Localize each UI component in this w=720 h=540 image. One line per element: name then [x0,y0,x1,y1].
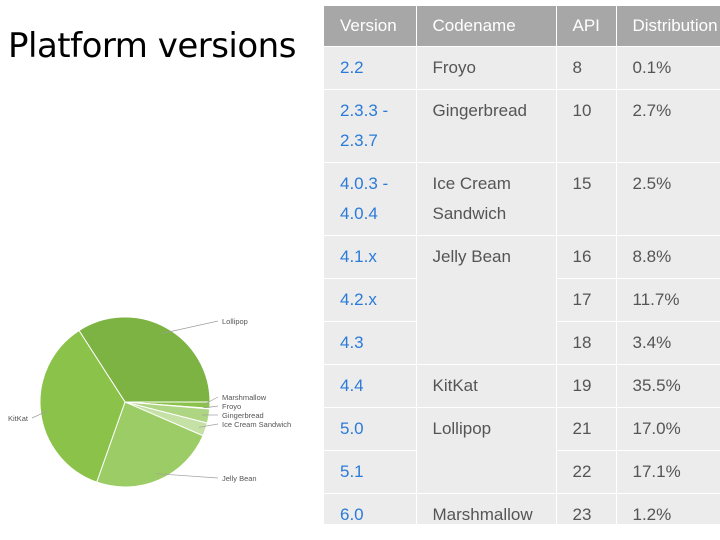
slide-title: Platform versions [8,26,296,66]
codename-cell: Lollipop [416,407,557,494]
distribution-cell: 1.2% [616,493,720,524]
distribution-cell: 0.1% [616,46,720,90]
table-row: 6.0 Marshmallow 23 1.2% [324,493,720,524]
version-cell: 5.0 [324,407,417,451]
pie-label: Ice Cream Sandwich [222,420,291,429]
leader-line [202,405,219,409]
api-cell: 16 [556,235,617,279]
leader-line [198,423,219,428]
pie-label: Gingerbread [222,411,264,420]
api-cell: 15 [556,162,617,236]
version-cell: 4.3 [324,321,417,365]
codename-cell: Marshmallow [416,493,557,524]
pie-label: KitKat [8,414,29,423]
version-cell: 5.1 [324,450,417,494]
codename-cell: KitKat [416,364,557,408]
api-cell: 17 [556,278,617,322]
version-cell: 2.3.3 - 2.3.7 [324,89,417,163]
header-api: API [556,6,617,47]
table-row: 2.2 Froyo 8 0.1% [324,46,720,90]
api-cell: 10 [556,89,617,163]
version-cell: 2.2 [324,46,417,90]
api-cell: 22 [556,450,617,494]
distribution-cell: 8.8% [616,235,720,279]
version-cell: 4.1.x [324,235,417,279]
pie-label: Marshmallow [222,393,267,402]
table-row: 4.4 KitKat 19 35.5% [324,364,720,408]
distribution-cell: 3.4% [616,321,720,365]
distribution-cell: 17.1% [616,450,720,494]
api-cell: 18 [556,321,617,365]
versions-table: Version Codename API Distribution 2.2 Fr… [324,6,720,524]
table-row: 5.0 Lollipop 21 17.0% [324,407,720,494]
distribution-cell: 11.7% [616,278,720,322]
api-cell: 23 [556,493,617,524]
pie-slice-kitkat [39,329,126,483]
version-cell: 4.0.3 - 4.0.4 [324,162,417,236]
distribution-cell: 35.5% [616,364,720,408]
table-header-row: Version Codename API Distribution [324,6,720,47]
pie-label: Froyo [222,402,241,411]
leader-line [31,410,48,419]
versions-table-container: Version Codename API Distribution 2.2 Fr… [324,6,720,524]
table-row: 4.0.3 - 4.0.4 Ice Cream Sandwich 15 2.5% [324,162,720,236]
table-row: 4.2.x 17 11.7% [324,278,720,322]
leader-line [202,396,219,406]
table-row: 4.3 18 3.4% [324,321,720,365]
leader-line [162,320,219,334]
pie-label: Lollipop [222,317,248,326]
table-row: 2.3.3 - 2.3.7 Gingerbread 10 2.7% [324,89,720,163]
version-cell: 6.0 [324,493,417,524]
api-cell: 19 [556,364,617,408]
header-version: Version [324,6,417,47]
table-row: 5.1 22 17.1% [324,450,720,494]
codename-cell: Jelly Bean [416,235,557,365]
version-cell: 4.2.x [324,278,417,322]
distribution-cell: 17.0% [616,407,720,451]
pie-label: Jelly Bean [222,474,257,483]
header-distribution: Distribution [616,6,720,47]
pie-slice-jelly-bean [96,401,204,488]
codename-cell: Froyo [416,46,557,90]
codename-cell: Ice Cream Sandwich [416,162,557,236]
version-cell: 4.4 [324,364,417,408]
api-cell: 8 [556,46,617,90]
table-row: 4.1.x Jelly Bean 16 8.8% [324,235,720,365]
distribution-cell: 2.7% [616,89,720,163]
leader-line [156,473,219,479]
codename-cell: Gingerbread [416,89,557,163]
api-cell: 21 [556,407,617,451]
distribution-cell: 2.5% [616,162,720,236]
header-codename: Codename [416,6,557,47]
